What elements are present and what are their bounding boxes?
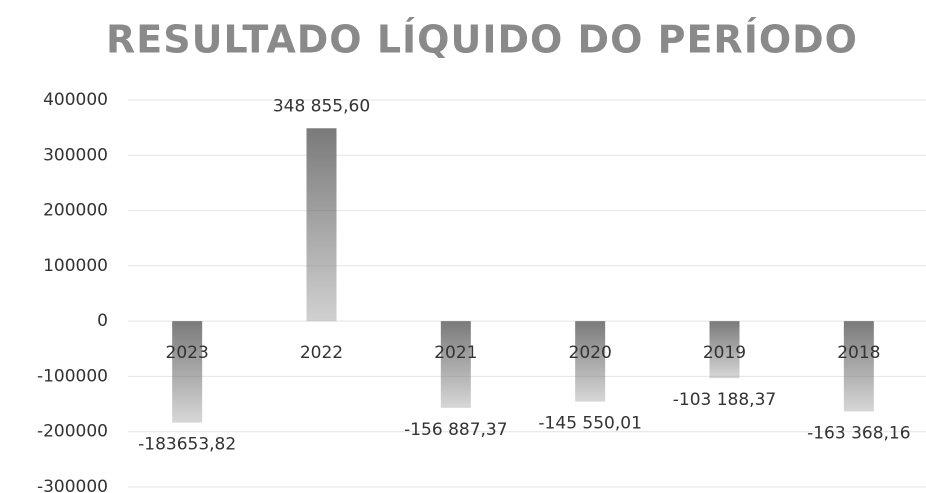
x-tick-label: 2021 bbox=[434, 343, 477, 363]
data-label: -156 887,37 bbox=[404, 420, 507, 440]
x-tick-label: 2022 bbox=[300, 343, 343, 363]
data-label: -163 368,16 bbox=[807, 423, 910, 443]
bar bbox=[843, 321, 874, 412]
bar bbox=[440, 321, 471, 408]
y-tick-label: 0 bbox=[97, 311, 108, 331]
x-tick-label: 2023 bbox=[166, 343, 209, 363]
data-label: 348 855,60 bbox=[273, 96, 370, 116]
data-label: -183653,82 bbox=[138, 435, 236, 455]
y-tick-label: -200000 bbox=[37, 422, 108, 442]
y-tick-label: -100000 bbox=[37, 366, 108, 386]
bar bbox=[306, 128, 337, 322]
y-tick-label: 300000 bbox=[43, 145, 108, 165]
data-label: -103 188,37 bbox=[673, 390, 776, 410]
x-tick-label: 2018 bbox=[837, 343, 880, 363]
y-tick-label: 200000 bbox=[43, 201, 108, 221]
y-tick-label: 100000 bbox=[43, 256, 108, 276]
x-tick-label: 2020 bbox=[569, 343, 612, 363]
chart-title: RESULTADO LÍQUIDO DO PERÍODO bbox=[106, 18, 858, 62]
bar bbox=[575, 321, 606, 402]
y-tick-label: -300000 bbox=[37, 477, 108, 493]
bar bbox=[172, 321, 203, 423]
bar bbox=[709, 321, 740, 379]
data-label: -145 550,01 bbox=[538, 414, 641, 434]
y-tick-label: 400000 bbox=[43, 90, 108, 110]
x-tick-label: 2019 bbox=[703, 343, 746, 363]
